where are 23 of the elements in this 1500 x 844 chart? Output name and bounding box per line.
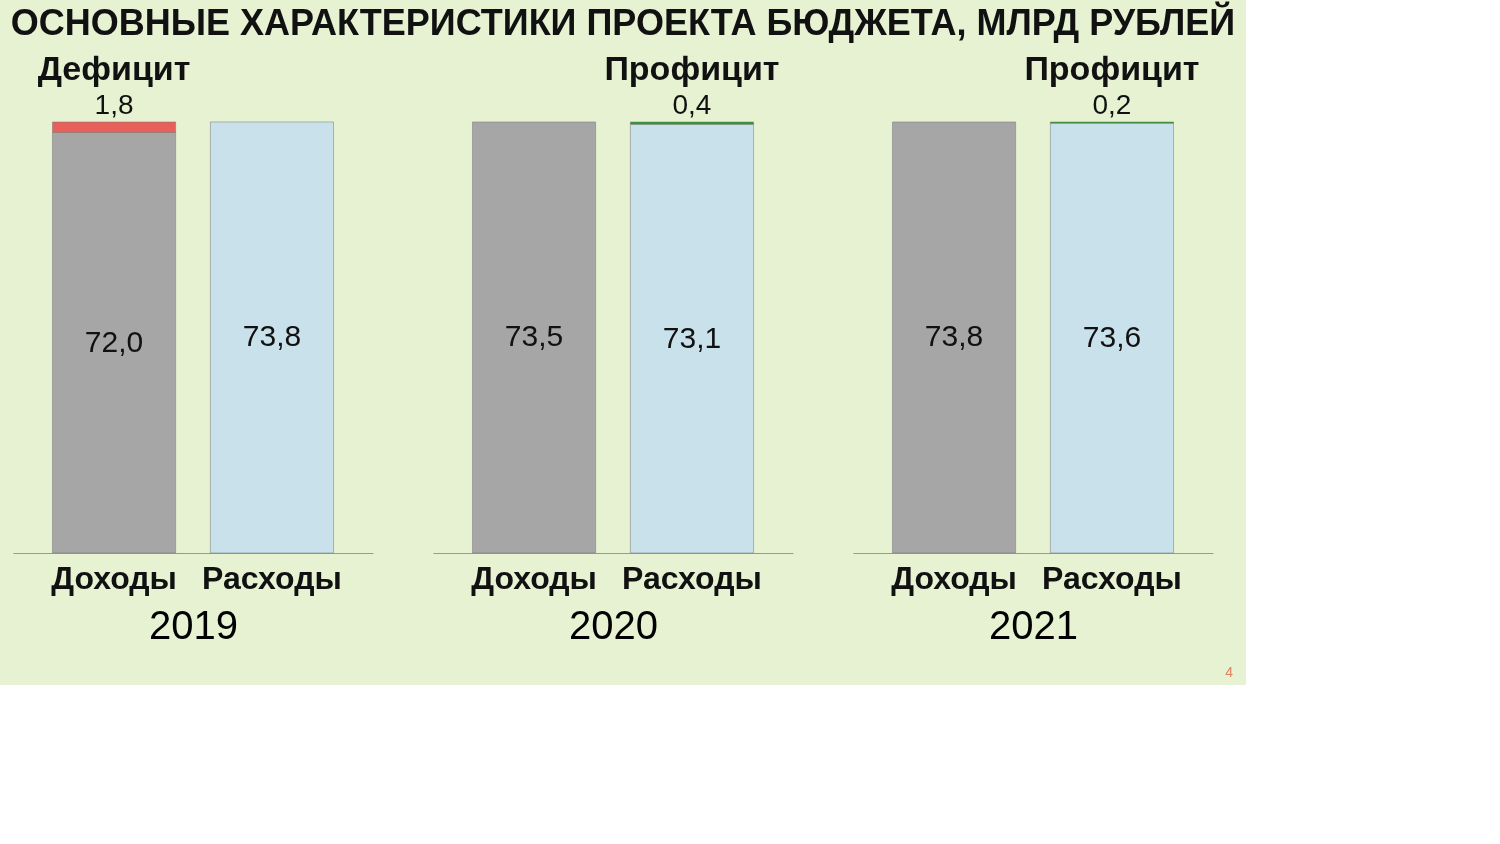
data-label: 0,4 bbox=[672, 88, 712, 120]
data-label: 73,5 bbox=[504, 319, 564, 353]
data-label: 73,8 bbox=[924, 319, 984, 353]
series-label: Профицит bbox=[604, 48, 780, 87]
x-tick-label: Расходы bbox=[202, 559, 342, 596]
series-label: Профицит bbox=[1024, 48, 1200, 87]
data-label: 73,1 bbox=[662, 320, 722, 354]
data-label: 73,6 bbox=[1082, 320, 1142, 354]
x-tick-label: Расходы bbox=[622, 559, 762, 596]
series-label: Дефицит bbox=[37, 48, 191, 87]
text: ОСНОВНЫЕ ХАРАКТЕРИСТИКИ ПРОЕКТА БЮДЖЕТА, МЛРД РУБЛЕЙ bbox=[10, 0, 1236, 43]
x-axis-title: 2020 bbox=[569, 602, 658, 647]
x-axis-title: 2019 bbox=[149, 602, 238, 647]
x-tick-label: Доходы bbox=[51, 559, 177, 596]
text: 4 bbox=[1225, 664, 1234, 680]
data-label: 72,0 bbox=[84, 324, 144, 358]
data-label: 1,8 bbox=[94, 88, 134, 120]
x-tick-label: Доходы bbox=[891, 559, 1017, 596]
x-tick-label: Доходы bbox=[471, 559, 597, 596]
data-label: 0,2 bbox=[1092, 88, 1132, 120]
x-tick-label: Расходы bbox=[1042, 559, 1182, 596]
x-axis-title: 2021 bbox=[989, 602, 1078, 647]
data-label: 73,8 bbox=[242, 319, 302, 353]
